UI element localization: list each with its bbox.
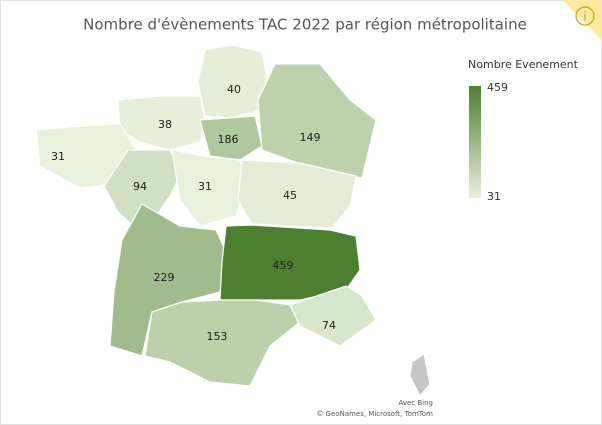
region [257, 63, 377, 179]
info-icon[interactable] [575, 6, 595, 26]
legend-min: 31 [487, 190, 501, 203]
region-value-label: 74 [322, 319, 336, 332]
chart-title: Nombre d'évènements TAC 2022 par région … [83, 16, 527, 34]
region-value-label: 186 [218, 133, 239, 146]
region [197, 44, 271, 119]
region-value-label: 40 [227, 83, 241, 96]
region [289, 285, 377, 347]
region [199, 115, 263, 161]
region-value-label: 31 [198, 180, 212, 193]
legend-max: 459 [487, 81, 508, 94]
attribution-sources: © GeoNames, Microsoft, TomTom [316, 410, 433, 418]
info-icon-glyph: i [583, 10, 586, 24]
region-value-label: 45 [283, 189, 297, 202]
region [409, 353, 431, 398]
region-value-label: 94 [133, 180, 147, 193]
legend-gradient [469, 86, 481, 198]
region-value-label: 153 [207, 330, 228, 343]
region-value-label: 38 [158, 118, 172, 131]
region-value-label: 459 [273, 259, 294, 272]
region-value-label: 31 [51, 150, 65, 163]
region [144, 299, 301, 387]
region-value-label: 149 [300, 131, 321, 144]
region-value-label: 229 [154, 271, 175, 284]
attribution-bing: Avec Bing [398, 399, 433, 407]
legend-title: Nombre Evenement [468, 58, 579, 71]
region [237, 159, 357, 229]
